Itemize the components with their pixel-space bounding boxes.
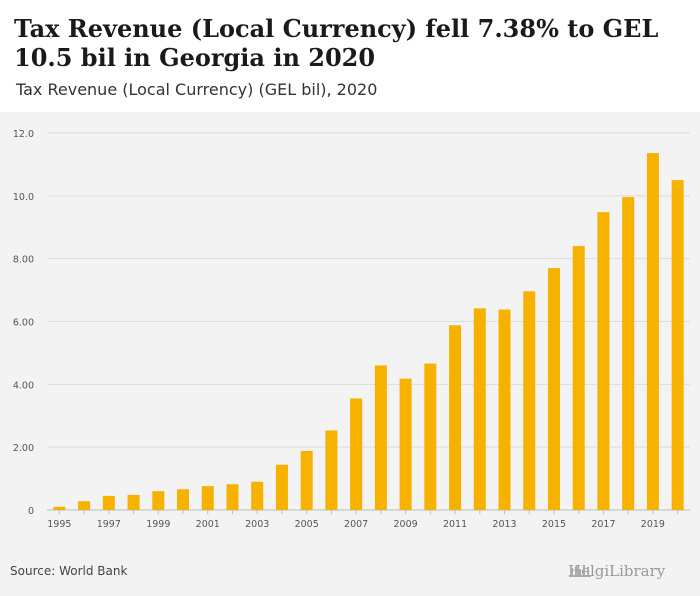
bar-1995[interactable]	[53, 506, 66, 510]
bar-2002[interactable]	[226, 484, 239, 510]
bar-2008[interactable]	[374, 365, 387, 510]
x-tick-label: 2013	[492, 519, 516, 530]
x-tick-label: 2017	[591, 519, 615, 530]
y-tick-label: 8.00	[13, 255, 34, 266]
bar-2001[interactable]	[201, 486, 214, 510]
bar-2005[interactable]	[300, 450, 313, 510]
chart-header: Tax Revenue (Local Currency) fell 7.38% …	[0, 0, 700, 112]
chart-title: Tax Revenue (Local Currency) fell 7.38% …	[14, 14, 659, 72]
source-note: Source: World Bank	[10, 564, 128, 578]
bar-2019[interactable]	[646, 153, 659, 510]
bar-2014[interactable]	[523, 291, 536, 510]
x-tick-label: 1995	[47, 519, 71, 530]
bar-2013[interactable]	[498, 309, 511, 510]
bar-2009[interactable]	[399, 378, 412, 510]
x-tick-label: 1999	[146, 519, 170, 530]
x-tick-label: 2003	[245, 519, 269, 530]
bar-2003[interactable]	[251, 481, 264, 510]
bar-2017[interactable]	[597, 212, 610, 511]
y-tick-label: 0	[28, 506, 34, 517]
bar-1999[interactable]	[152, 491, 165, 510]
bar-2007[interactable]	[350, 398, 363, 510]
y-tick-label: 2.00	[13, 443, 34, 454]
y-tick-label: 4.00	[13, 380, 34, 391]
y-tick-label: 10.0	[13, 192, 34, 203]
bar-2012[interactable]	[473, 308, 486, 510]
bar-1997[interactable]	[102, 495, 115, 510]
x-tick-label: 2019	[641, 519, 665, 530]
bar-2004[interactable]	[275, 464, 288, 510]
bar-2010[interactable]	[424, 363, 437, 510]
y-tick-label: 6.00	[13, 318, 34, 329]
brand-name: HelgiLibrary	[568, 562, 666, 580]
bar-1996[interactable]	[78, 501, 91, 510]
x-tick-label: 2001	[196, 519, 220, 530]
bar-2006[interactable]	[325, 430, 338, 510]
bar-2011[interactable]	[449, 325, 462, 510]
library-columns-icon	[569, 565, 591, 577]
brand-logo[interactable]: HelgiLibrary	[568, 562, 665, 580]
chart-subtitle: Tax Revenue (Local Currency) (GEL bil), …	[16, 80, 378, 99]
bar-2018[interactable]	[622, 197, 635, 510]
bar-1998[interactable]	[127, 494, 140, 510]
x-tick-label: 2009	[394, 519, 418, 530]
bar-2000[interactable]	[177, 489, 190, 510]
x-tick-label: 2011	[443, 519, 467, 530]
x-tick-label: 1997	[97, 519, 121, 530]
x-tick-label: 2007	[344, 519, 368, 530]
bar-2015[interactable]	[547, 268, 560, 510]
bar-2016[interactable]	[572, 246, 585, 510]
y-tick-label: 12.0	[13, 129, 34, 140]
x-tick-label: 2005	[295, 519, 319, 530]
bar-2020[interactable]	[671, 180, 684, 510]
x-tick-label: 2015	[542, 519, 566, 530]
